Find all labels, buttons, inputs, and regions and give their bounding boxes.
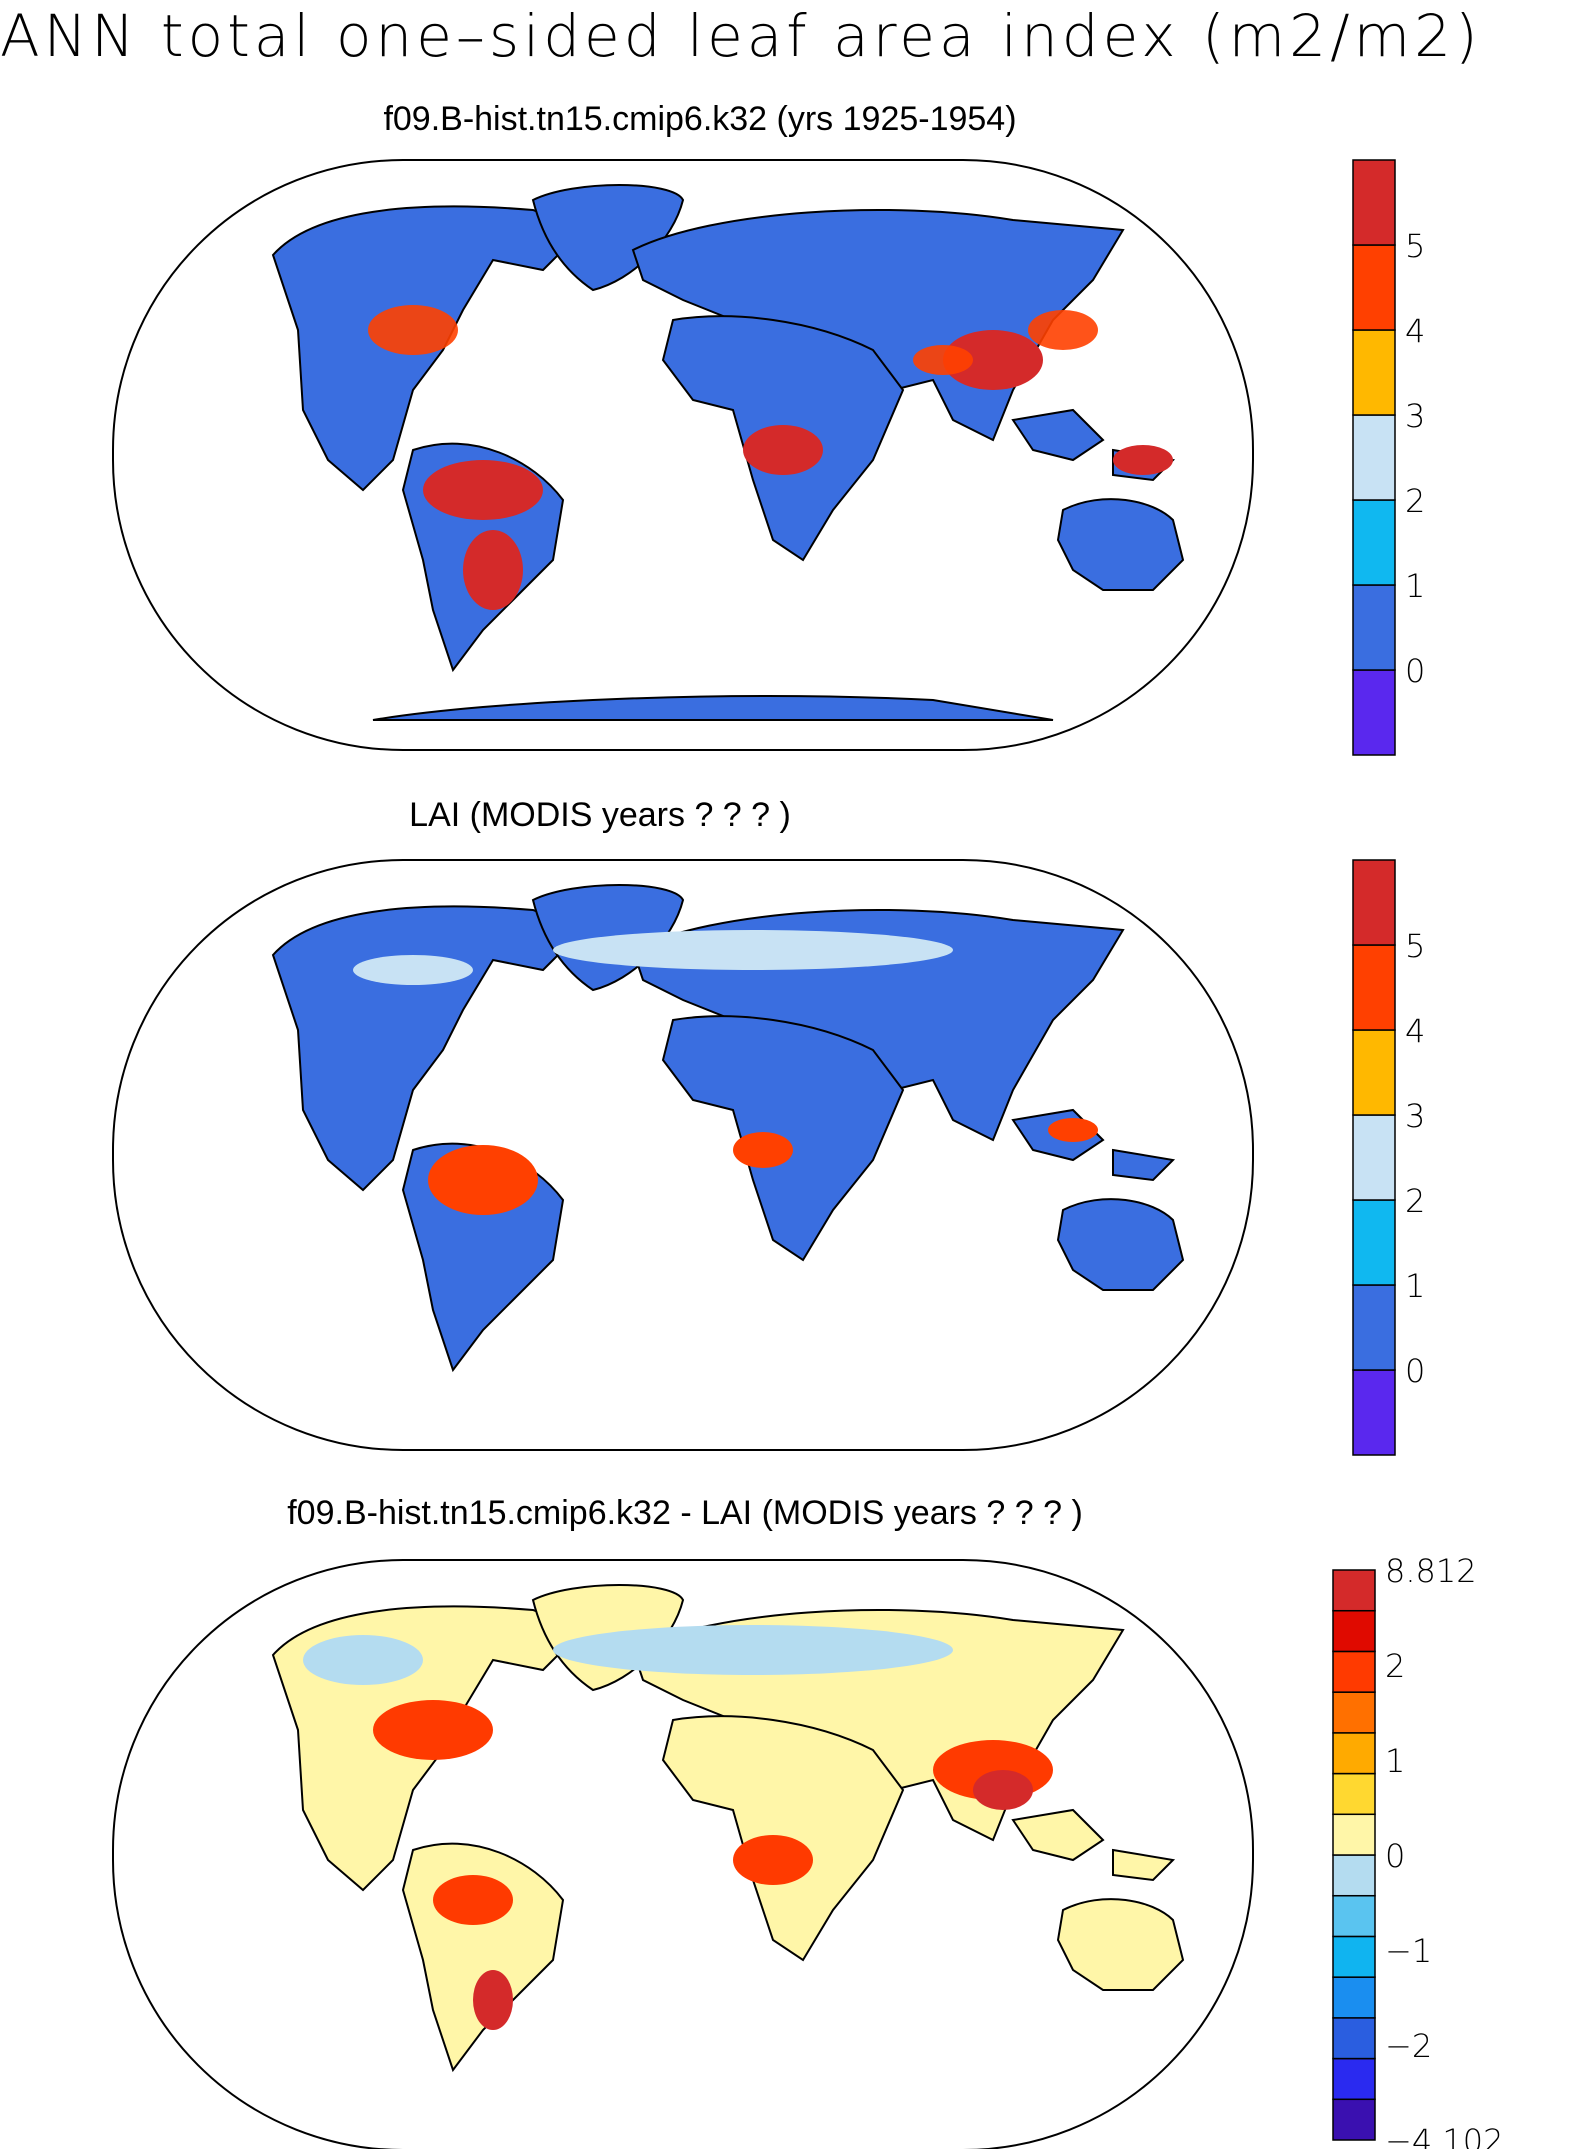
panel-3-map bbox=[112, 1559, 1254, 2149]
colorbar-tick-label: 5 bbox=[1405, 227, 1425, 265]
colorbar-panel-3: 8.812 2 1 0 −1 −2 −4.102 bbox=[1332, 1552, 1503, 2149]
colorbar-tick-label: 2 bbox=[1385, 1647, 1405, 1685]
negative-diff-regions bbox=[303, 1625, 953, 1685]
colorbar-swatch bbox=[1352, 584, 1396, 671]
colorbar-tick-label: −4.102 bbox=[1385, 2122, 1503, 2149]
high-lai-regions bbox=[428, 1118, 1098, 1215]
colorbar-tick-label: 4 bbox=[1405, 312, 1425, 350]
colorbar-tick-label: 3 bbox=[1405, 1097, 1425, 1135]
colorbar-swatch bbox=[1352, 159, 1396, 246]
colorbar-swatch bbox=[1352, 669, 1396, 756]
land-mask bbox=[272, 184, 1184, 721]
colorbar-swatch bbox=[1352, 1114, 1396, 1201]
colorbar-panel-2: 0 1 2 3 4 5 bbox=[1352, 859, 1425, 1456]
colorbar-swatch bbox=[1332, 1935, 1376, 1978]
colorbar-swatch bbox=[1352, 1284, 1396, 1371]
colorbar-swatch bbox=[1352, 329, 1396, 416]
colorbar-tick-label: 4 bbox=[1405, 1012, 1425, 1050]
colorbar-panel-1: 0 1 2 3 4 5 bbox=[1352, 159, 1425, 756]
colorbar-swatch bbox=[1332, 1976, 1376, 2019]
colorbar-swatch bbox=[1332, 1569, 1376, 1612]
colorbar-swatch bbox=[1332, 1894, 1376, 1938]
colorbar-tick-label: 1 bbox=[1385, 1742, 1405, 1780]
colorbar-swatch bbox=[1332, 2098, 1376, 2141]
high-lai-regions bbox=[423, 330, 1173, 610]
colorbar-swatch bbox=[1332, 1732, 1376, 1775]
colorbar-tick-label: 8.812 bbox=[1385, 1552, 1477, 1590]
mid-lai-regions bbox=[368, 305, 1098, 375]
colorbar-tick-label: 1 bbox=[1405, 567, 1425, 605]
colorbar-swatch bbox=[1352, 944, 1396, 1031]
panel-3-title: f09.B-hist.tn15.cmip6.k32 - LAI (MODIS y… bbox=[287, 1494, 1083, 1532]
colorbar-tick-label: −1 bbox=[1385, 1932, 1432, 1970]
colorbar-tick-label: 2 bbox=[1405, 1182, 1425, 1220]
colorbar-swatch bbox=[1332, 1772, 1376, 1816]
colorbar-tick-label: 1 bbox=[1405, 1267, 1425, 1305]
colorbar-swatch bbox=[1332, 1609, 1376, 1653]
colorbar-swatch bbox=[1352, 1199, 1396, 1286]
colorbar-swatch bbox=[1352, 859, 1396, 946]
colorbar-tick-label: 2 bbox=[1405, 482, 1425, 520]
colorbar-swatch bbox=[1352, 1369, 1396, 1456]
colorbar-swatch bbox=[1332, 1650, 1376, 1693]
colorbar-swatch bbox=[1352, 1029, 1396, 1116]
colorbar-tick-label: 3 bbox=[1405, 397, 1425, 435]
strong-positive-regions bbox=[473, 1770, 1033, 2030]
colorbar-swatch bbox=[1332, 1691, 1376, 1734]
figure-title: ANN total one–sided leaf area index (m2/… bbox=[0, 2, 1482, 70]
colorbar-swatch bbox=[1332, 2017, 1376, 2060]
panel-2-title: LAI (MODIS years ? ? ? ) bbox=[409, 796, 791, 834]
panel-1-title: f09.B-hist.tn15.cmip6.k32 (yrs 1925-1954… bbox=[383, 100, 1017, 138]
colorbar-swatch bbox=[1332, 1854, 1376, 1897]
colorbar-swatch bbox=[1352, 414, 1396, 501]
colorbar-tick-label: 0 bbox=[1405, 1352, 1425, 1390]
colorbar-swatch bbox=[1352, 244, 1396, 331]
colorbar-tick-label: 5 bbox=[1405, 927, 1425, 965]
colorbar-swatch bbox=[1332, 1813, 1376, 1856]
panel-2-map bbox=[112, 859, 1254, 1451]
panel-1-map bbox=[112, 159, 1254, 751]
colorbar-tick-label: 0 bbox=[1405, 652, 1425, 690]
colorbar-tick-label: −2 bbox=[1385, 2027, 1432, 2065]
colorbar-swatch bbox=[1352, 499, 1396, 586]
colorbar-swatch bbox=[1332, 2057, 1376, 2101]
light-lai-regions bbox=[353, 930, 953, 985]
colorbar-tick-label: 0 bbox=[1385, 1837, 1405, 1875]
